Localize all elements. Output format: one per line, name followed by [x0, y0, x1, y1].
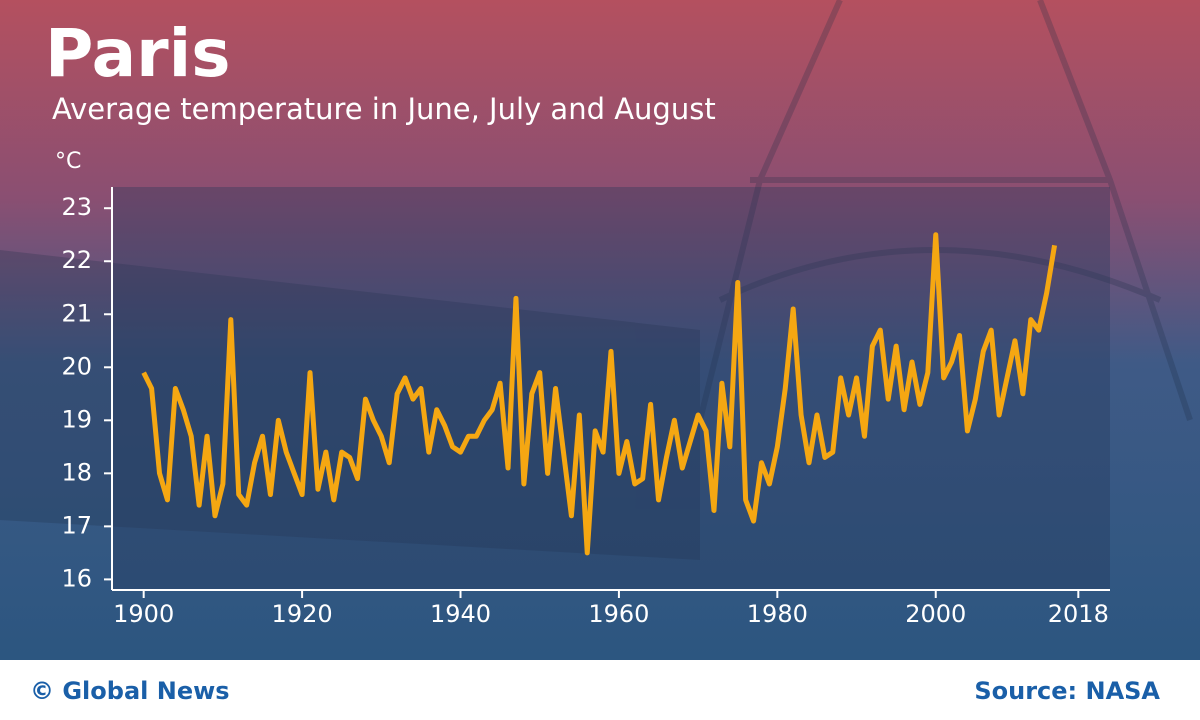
- y-tick-label: 22: [61, 246, 92, 274]
- x-tick-label: 1960: [588, 600, 649, 628]
- source: Source: NASA: [974, 677, 1160, 705]
- y-tick-label: 21: [61, 299, 92, 327]
- background: [0, 0, 1200, 660]
- credit: © Global News: [30, 677, 230, 705]
- y-tick-label: 20: [61, 352, 92, 380]
- footer: [0, 660, 1200, 720]
- y-tick-label: 18: [61, 458, 92, 486]
- x-tick-label: 1920: [272, 600, 333, 628]
- temperature-line: [141, 232, 1058, 556]
- x-tick-label: 1980: [747, 600, 808, 628]
- y-axis-label: °C: [55, 149, 81, 174]
- x-tick-label: 1940: [430, 600, 491, 628]
- x-tick-label: 1900: [113, 600, 174, 628]
- y-tick-label: 17: [61, 511, 92, 539]
- y-tick-label: 23: [61, 193, 92, 221]
- y-tick-label: 19: [61, 405, 92, 433]
- y-tick-label: 16: [61, 564, 92, 592]
- chart-title: Paris: [45, 15, 231, 92]
- x-tick-label: 2000: [905, 600, 966, 628]
- chart-subtitle: Average temperature in June, July and Au…: [52, 92, 716, 126]
- x-tick-label: 2018: [1048, 600, 1109, 628]
